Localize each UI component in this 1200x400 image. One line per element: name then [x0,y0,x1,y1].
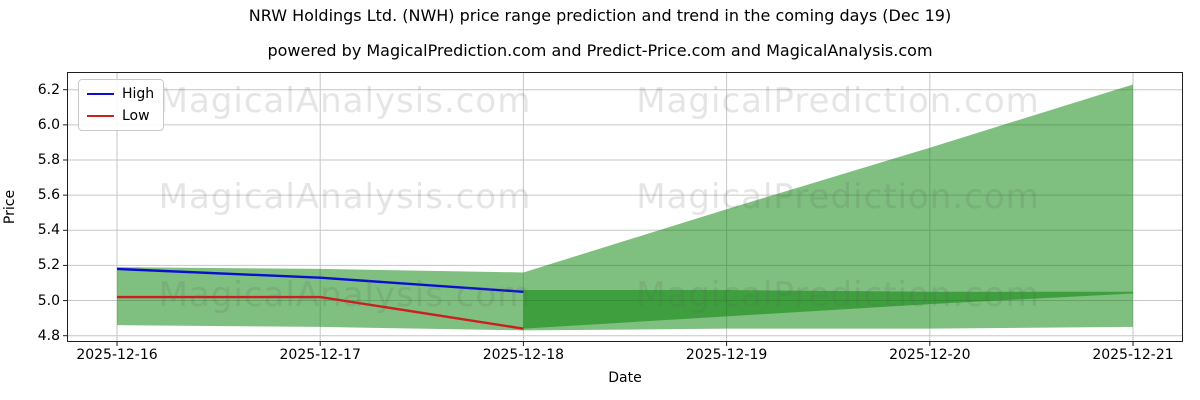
y-tick-label: 5.2 [37,257,60,274]
y-tick-label: 6.2 [37,81,60,98]
x-tick-label: 2025-12-16 [76,347,158,363]
legend-label: Low [122,108,150,124]
y-tick-label: 5.4 [37,222,60,239]
y-tick-label: 5.8 [37,152,60,168]
chart-subtitle: powered by MagicalPrediction.com and Pre… [267,41,933,60]
x-axis-label: Date [608,370,642,386]
y-tick-label: 4.8 [37,327,60,344]
band-prediction-range-wide [117,84,1133,331]
plot-border [67,72,1183,342]
y-tick-label: 5.0 [37,292,60,309]
x-tick-label: 2025-12-17 [279,347,361,363]
series-line-low [117,295,524,330]
x-tick-label: 2025-12-19 [685,347,768,363]
y-tick-label: 6.0 [37,116,60,133]
legend-label: High [122,86,155,102]
plot-canvas [63,72,1183,346]
legend-item-low: Low [87,108,154,124]
legend-line-swatch [87,115,114,117]
legend: High Low [78,79,165,131]
y-tick-label: 5.6 [37,187,60,204]
legend-item-high: High [87,86,154,102]
band-prediction-range-core [523,290,1133,329]
y-axis-label: Price [2,189,18,225]
x-tick-label: 2025-12-21 [1092,347,1174,363]
x-tick-label: 2025-12-20 [889,347,971,363]
series-line-high [116,267,524,293]
x-tick-label: 2025-12-18 [482,347,565,363]
plot-area [63,72,1183,346]
chart-title: NRW Holdings Ltd. (NWH) price range pred… [248,6,952,25]
legend-line-swatch [87,93,114,95]
